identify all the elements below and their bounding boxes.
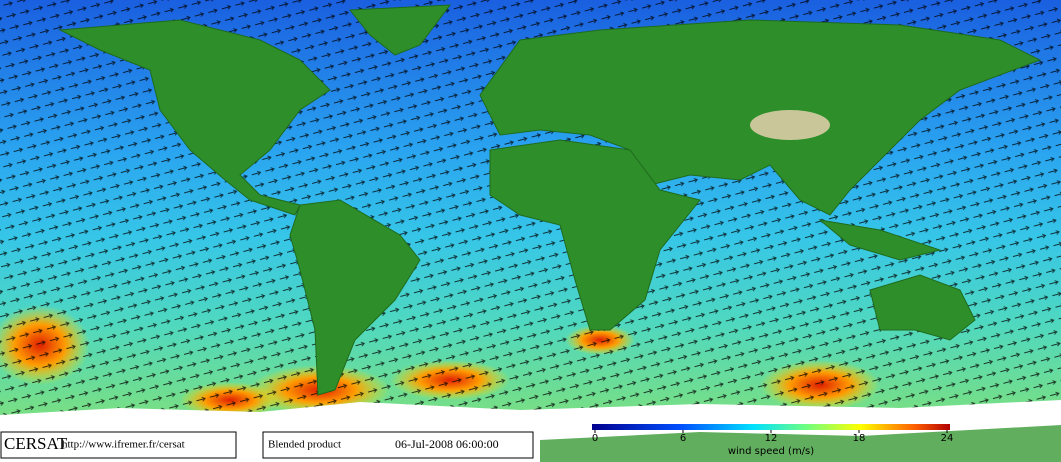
colorbar-tick-label: 18 <box>853 433 866 444</box>
logo-box <box>0 431 237 459</box>
colorbar-scale <box>592 424 950 430</box>
timestamp: 06-Jul-2008 06:00:00 <box>395 437 499 451</box>
tibetan-plateau <box>750 110 830 140</box>
australia <box>869 274 976 341</box>
colorbar-tick-label: 6 <box>680 433 686 444</box>
colorbar: wind speed (m/s) 0 6 12 18 24 <box>592 424 954 457</box>
product: Blended product <box>268 439 341 451</box>
north-america <box>58 19 331 216</box>
product-box <box>262 431 534 459</box>
indonesia <box>818 219 942 261</box>
url: http://www.ifremer.fr/cersat <box>62 439 185 451</box>
footer: CERSAT http://www.ifremer.fr/cersat Blen… <box>0 431 534 459</box>
south-america <box>289 199 421 396</box>
africa <box>489 139 701 331</box>
colorbar-label: wind speed (m/s) <box>728 446 814 457</box>
colorbar-tick-label: 24 <box>941 433 954 444</box>
logo: CERSAT <box>4 434 68 453</box>
colorbar-tick-label: 0 <box>592 433 598 444</box>
greenland <box>348 4 452 56</box>
antarctica-terrain <box>540 425 1061 462</box>
continents <box>58 4 1042 396</box>
colorbar-tick-label: 12 <box>765 433 778 444</box>
